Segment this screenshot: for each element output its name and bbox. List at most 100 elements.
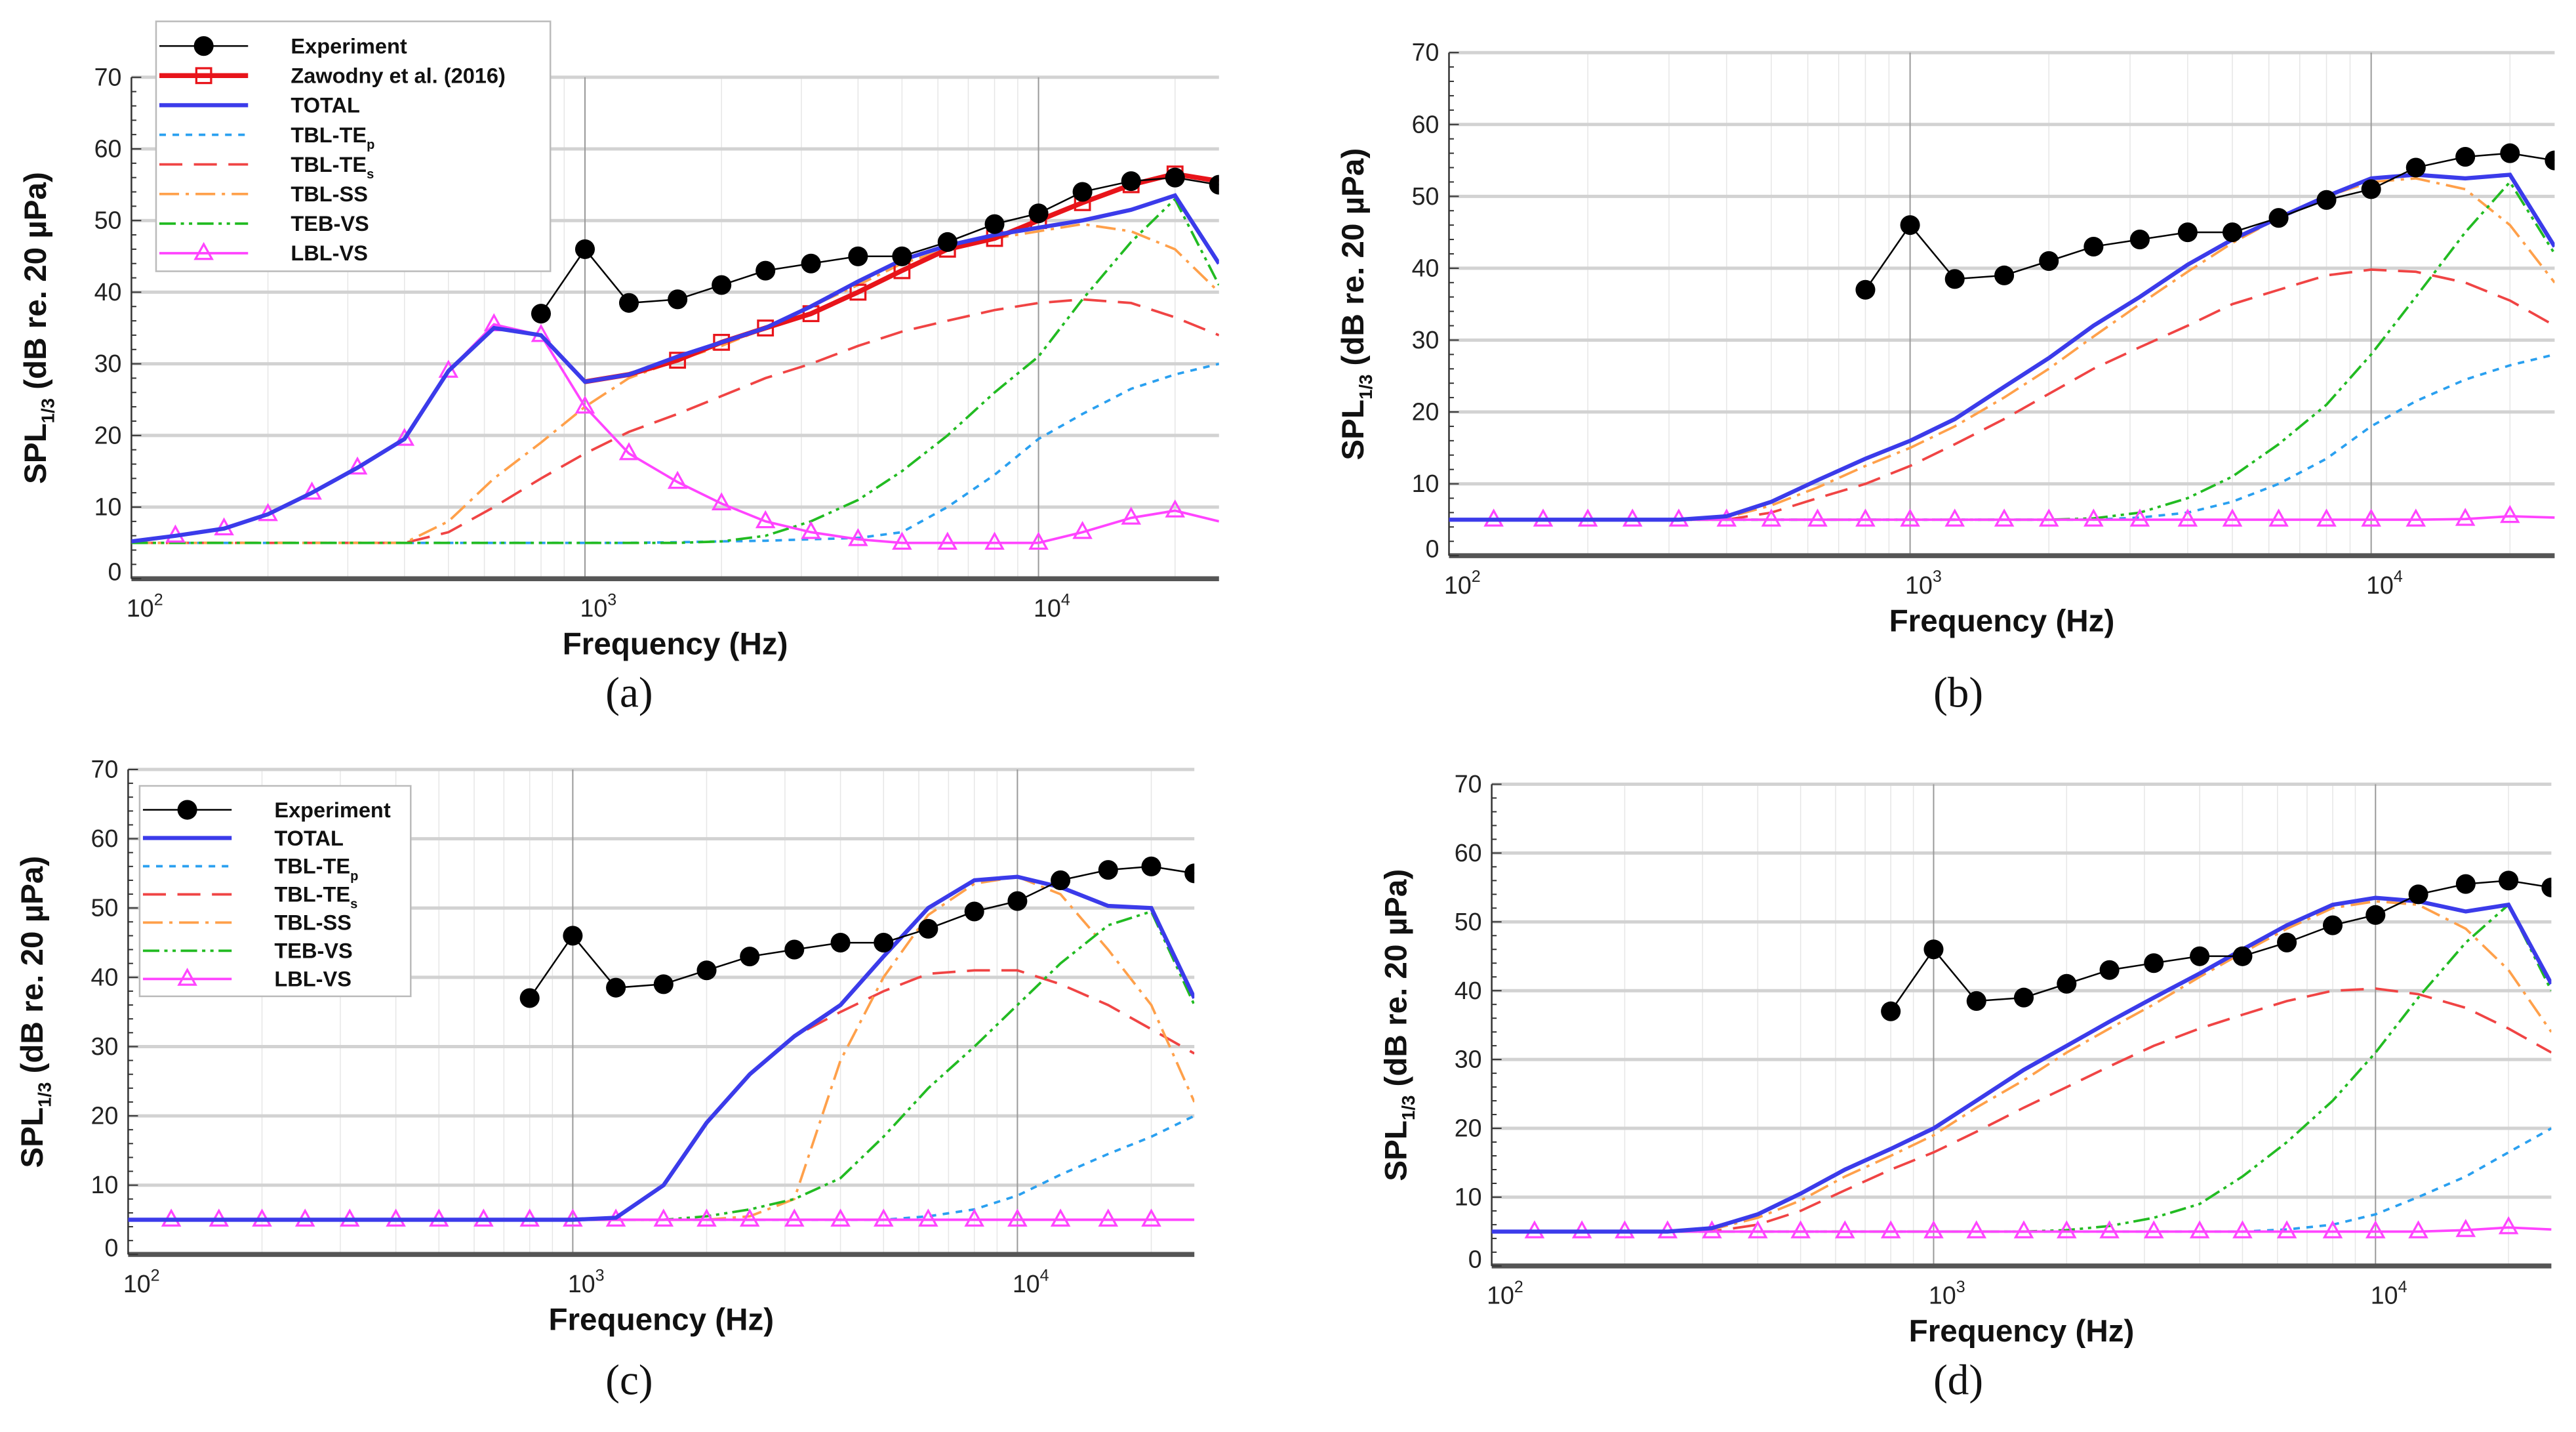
x-tick-exponent: 4 [1061,590,1070,609]
legend-label-text: TBL-TE [291,123,367,147]
data-point-experiment [892,246,912,266]
legend-label-text: TBL-TE [274,855,350,878]
data-point-experiment [2039,251,2059,271]
y-axis-label: SPL1/3 (dB re. 20 µPa) [1336,148,1376,460]
x-tick-exponent: 2 [1472,567,1481,586]
legend-label-text: TEB-VS [274,939,352,963]
panel-caption: (b) [1933,670,1983,717]
y-tick-label: 50 [1412,182,1439,210]
series-line-experiment [1890,880,2552,1012]
data-point-lbl [1944,508,1965,527]
data-point-experiment [984,214,1005,234]
x-tick-base: 10 [127,594,154,622]
x-tick-base: 10 [580,594,607,622]
x-axis-label: Frequency (Hz) [1909,1314,2135,1349]
data-point-experiment [784,939,805,960]
x-tick-base: 10 [1929,1281,1956,1309]
data-point-experiment [1855,279,1876,300]
data-point-lbl [2408,1220,2428,1238]
legend-label-lbl: LBL-VS [274,968,352,991]
legend-label-lbl: LBL-VS [291,241,368,265]
series-line-tep [131,362,1219,544]
data-point-lbl [1994,508,2015,527]
data-point-experiment [1098,860,1118,880]
panel-caption: (a) [605,670,653,717]
data-point-experiment [2455,874,2476,894]
data-point-experiment [2232,946,2253,966]
series-line-tep [1449,353,2555,522]
data-point-experiment [2405,157,2426,178]
y-tick-label: 30 [94,350,122,377]
legend: ExperimentTOTALTBL-TEpTBL-TEsTBL-SSTEB-V… [138,785,412,998]
data-point-lbl [1121,506,1142,525]
x-tick-base: 10 [1444,571,1472,599]
y-tick-label: 30 [1412,326,1439,354]
data-point-experiment [755,260,776,281]
x-tick-exponent: 4 [2394,567,2403,586]
data-point-experiment [618,293,639,313]
legend-box [155,20,552,272]
y-tick-label: 60 [94,135,122,163]
x-tick-exponent: 4 [1040,1266,1049,1284]
data-point-lbl [1098,1208,1119,1227]
data-point-lbl [2129,508,2150,527]
y-tick-label: 10 [94,493,122,521]
data-point-lbl [2405,508,2426,527]
y-axis-label: SPL1/3 (dB re. 20 µPa) [18,172,58,484]
y-tick-label: 20 [91,1102,119,1130]
data-point-experiment [1141,856,1161,876]
legend-marker-lbl [177,968,197,986]
data-point-lbl [1834,1220,1855,1238]
x-tick-label: 102 [123,1266,160,1298]
data-point-experiment [801,253,821,274]
x-tick-label: 104 [1013,1266,1049,1298]
legend-label-ss: TBL-SS [274,911,352,935]
y-tick-label: 20 [94,421,122,449]
data-point-experiment [874,932,894,953]
data-point-experiment [531,304,552,324]
data-point-lbl [2322,1220,2343,1238]
data-point-experiment [2268,208,2289,228]
series-line-tep [1491,1127,2552,1233]
y-tick-label: 70 [1455,770,1482,798]
data-point-lbl [739,1208,760,1227]
data-point-experiment [2545,150,2555,171]
data-point-experiment [1028,203,1049,224]
series-line-experiment [529,865,1195,999]
data-point-lbl [1007,1208,1028,1227]
y-tick-label: 70 [91,755,119,783]
y-tick-label: 40 [1412,254,1439,281]
data-point-experiment [2144,953,2164,973]
data-point-experiment [964,901,984,922]
y-label-main: SPL [15,1107,50,1168]
x-tick-label: 103 [580,590,616,622]
y-label-main: SPL [1379,1120,1413,1181]
y-tick-label: 60 [1455,839,1482,867]
data-point-lbl [918,1208,938,1227]
legend-marker-experiment [177,800,197,820]
y-tick-label: 10 [91,1171,119,1198]
legend-label-tep: TBL-TEp [274,855,358,884]
legend-label-text: Experiment [274,798,390,822]
x-axis-label: Frequency (Hz) [548,1303,774,1338]
data-point-lbl [2177,508,2198,527]
data-point-lbl [2013,1220,2034,1238]
data-point-lbl [2268,508,2289,527]
data-point-experiment [2365,905,2386,925]
data-point-experiment [1209,174,1219,195]
legend-label-text: LBL-VS [291,241,368,265]
x-tick-exponent: 3 [595,1266,605,1284]
data-point-lbl [1761,508,1782,527]
data-point-experiment [1994,265,2015,285]
data-point-zawodny [849,283,867,301]
legend-marker-zawodny [195,67,212,85]
legend: Experiment Zawodny et al. (2016) TOTAL TBL-… [155,20,552,272]
legend-label-text: TBL-SS [291,182,368,206]
data-point-lbl [2189,1220,2210,1238]
series-line-teb [1449,180,2555,522]
x-tick-exponent: 2 [151,1266,160,1284]
data-point-experiment [1165,167,1185,188]
data-point-lbl [2498,1216,2519,1235]
